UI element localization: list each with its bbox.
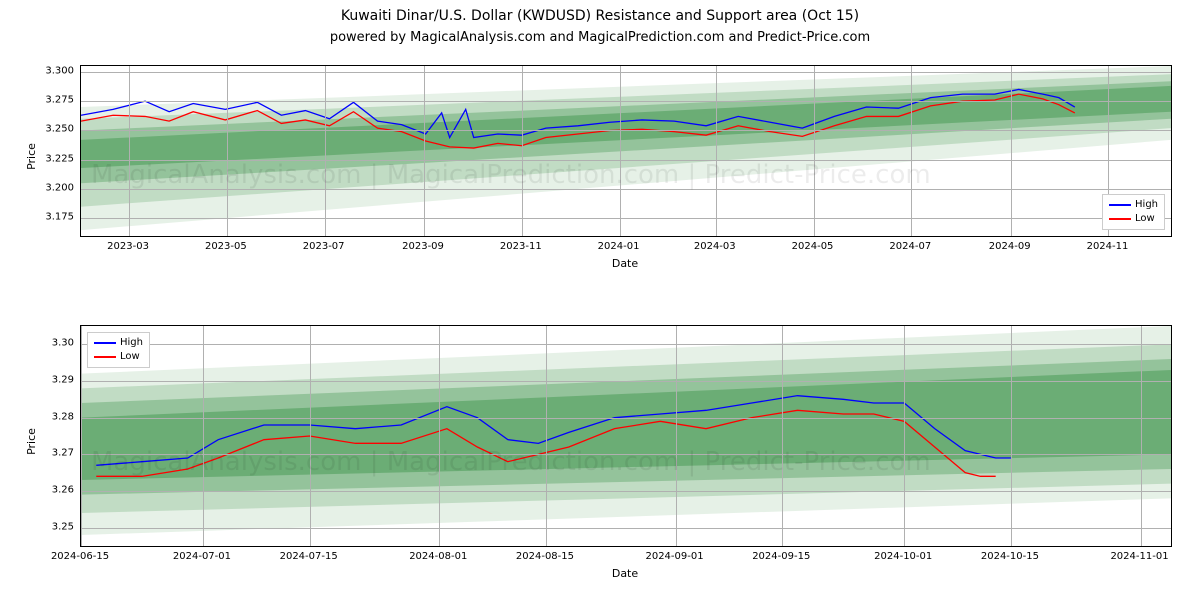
- legend-item: Low: [1109, 212, 1158, 226]
- grid-line-vertical: [129, 66, 130, 236]
- grid-line-horizontal: [81, 381, 1171, 382]
- x-tick-label: 2023-09: [402, 241, 444, 252]
- grid-line-vertical: [310, 326, 311, 546]
- grid-line-vertical: [782, 326, 783, 546]
- grid-line-horizontal: [81, 218, 1171, 219]
- grid-line-vertical: [1141, 326, 1142, 546]
- x-tick-label: 2024-09: [989, 241, 1031, 252]
- grid-line-vertical: [1011, 66, 1012, 236]
- top-chart-y-axis-label: Price: [25, 143, 38, 170]
- grid-line-vertical: [203, 326, 204, 546]
- figure: Kuwaiti Dinar/U.S. Dollar (KWDUSD) Resis…: [0, 0, 1200, 600]
- x-tick-label: 2024-03: [694, 241, 736, 252]
- grid-line-horizontal: [81, 528, 1171, 529]
- x-tick-label: 2024-11-01: [1110, 551, 1168, 562]
- x-tick-label: 2024-07: [889, 241, 931, 252]
- x-tick-label: 2024-09-15: [752, 551, 810, 562]
- grid-line-vertical: [424, 66, 425, 236]
- x-tick-label: 2024-01: [598, 241, 640, 252]
- grid-line-vertical: [620, 66, 621, 236]
- grid-line-vertical: [522, 66, 523, 236]
- x-tick-label: 2024-06-15: [51, 551, 109, 562]
- legend-swatch: [1109, 218, 1131, 220]
- x-tick-label: 2024-10-01: [874, 551, 932, 562]
- grid-line-vertical: [81, 326, 82, 546]
- top-chart-svg: [81, 66, 1171, 236]
- grid-line-vertical: [227, 66, 228, 236]
- x-tick-label: 2024-08-01: [409, 551, 467, 562]
- legend-label: High: [120, 336, 143, 350]
- legend-label: Low: [1135, 212, 1155, 226]
- y-tick-label: 3.275: [40, 95, 74, 106]
- grid-line-vertical: [911, 66, 912, 236]
- bottom-chart-svg: [81, 326, 1171, 546]
- grid-line-vertical: [546, 326, 547, 546]
- top-chart-x-axis-label: Date: [80, 257, 1170, 270]
- chart-title: Kuwaiti Dinar/U.S. Dollar (KWDUSD) Resis…: [0, 8, 1200, 24]
- legend-label: Low: [120, 350, 140, 364]
- x-tick-label: 2023-05: [205, 241, 247, 252]
- grid-line-horizontal: [81, 491, 1171, 492]
- grid-line-vertical: [904, 326, 905, 546]
- grid-line-vertical: [676, 326, 677, 546]
- legend-label: High: [1135, 198, 1158, 212]
- grid-line-horizontal: [81, 72, 1171, 73]
- x-tick-label: 2024-09-01: [645, 551, 703, 562]
- legend-item: Low: [94, 350, 143, 364]
- legend-item: High: [1109, 198, 1158, 212]
- y-tick-label: 3.27: [40, 448, 74, 459]
- y-tick-label: 3.225: [40, 153, 74, 164]
- x-tick-label: 2024-11: [1087, 241, 1129, 252]
- x-tick-label: 2023-03: [107, 241, 149, 252]
- legend: HighLow: [1102, 194, 1165, 230]
- y-tick-label: 3.29: [40, 375, 74, 386]
- x-tick-label: 2024-08-15: [516, 551, 574, 562]
- bottom-chart-x-axis-label: Date: [80, 567, 1170, 580]
- chart-subtitle: powered by MagicalAnalysis.com and Magic…: [0, 30, 1200, 45]
- grid-line-horizontal: [81, 454, 1171, 455]
- y-tick-label: 3.30: [40, 338, 74, 349]
- y-tick-label: 3.200: [40, 183, 74, 194]
- bottom-chart-plot-area: MagicalAnalysis.com | MagicalPrediction.…: [81, 326, 1171, 546]
- y-tick-label: 3.28: [40, 411, 74, 422]
- y-tick-label: 3.25: [40, 521, 74, 532]
- top-chart-axes: MagicalAnalysis.com | MagicalPrediction.…: [80, 65, 1172, 237]
- grid-line-vertical: [439, 326, 440, 546]
- grid-line-horizontal: [81, 189, 1171, 190]
- legend: HighLow: [87, 332, 150, 368]
- grid-line-vertical: [325, 66, 326, 236]
- x-tick-label: 2023-07: [303, 241, 345, 252]
- grid-line-vertical: [814, 66, 815, 236]
- grid-line-horizontal: [81, 101, 1171, 102]
- bottom-chart-axes: MagicalAnalysis.com | MagicalPrediction.…: [80, 325, 1172, 547]
- y-tick-label: 3.175: [40, 212, 74, 223]
- top-chart-plot-area: MagicalAnalysis.com | MagicalPrediction.…: [81, 66, 1171, 236]
- legend-swatch: [1109, 204, 1131, 206]
- x-tick-label: 2024-10-15: [981, 551, 1039, 562]
- x-tick-label: 2024-07-15: [280, 551, 338, 562]
- y-tick-label: 3.250: [40, 124, 74, 135]
- grid-line-vertical: [1011, 326, 1012, 546]
- legend-swatch: [94, 356, 116, 358]
- x-tick-label: 2023-11: [500, 241, 542, 252]
- grid-line-horizontal: [81, 160, 1171, 161]
- x-tick-label: 2024-05: [792, 241, 834, 252]
- grid-line-horizontal: [81, 418, 1171, 419]
- legend-swatch: [94, 342, 116, 344]
- y-tick-label: 3.26: [40, 485, 74, 496]
- grid-line-vertical: [716, 66, 717, 236]
- y-tick-label: 3.300: [40, 65, 74, 76]
- grid-line-horizontal: [81, 130, 1171, 131]
- grid-line-horizontal: [81, 344, 1171, 345]
- x-tick-label: 2024-07-01: [173, 551, 231, 562]
- bottom-chart-y-axis-label: Price: [25, 428, 38, 455]
- legend-item: High: [94, 336, 143, 350]
